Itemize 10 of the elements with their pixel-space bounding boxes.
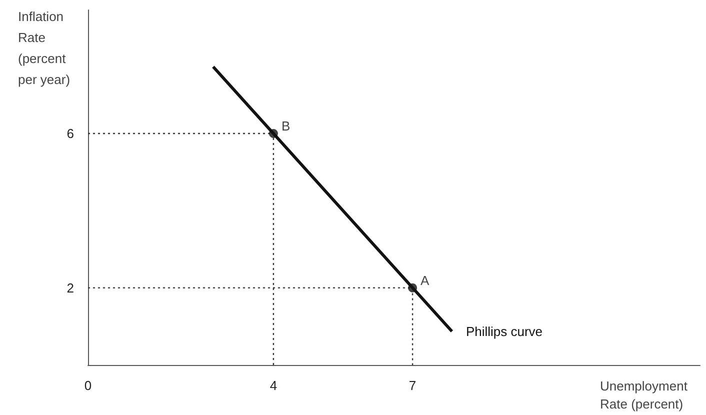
annotation: B [281, 118, 290, 134]
x-tick-label: 0 [84, 378, 92, 393]
x-axis-title: Unemployment Rate (percent) [600, 378, 692, 412]
y-axis-title: Inflation Rate (percent per year) [18, 9, 70, 87]
y-tick-label: 6 [66, 126, 74, 141]
x-tick-label: 4 [270, 378, 278, 393]
y-tick-label: 2 [66, 280, 74, 296]
x-tick-label: 7 [408, 378, 416, 393]
series-label: Phillips curve [466, 324, 543, 339]
annotation: A [420, 272, 430, 288]
